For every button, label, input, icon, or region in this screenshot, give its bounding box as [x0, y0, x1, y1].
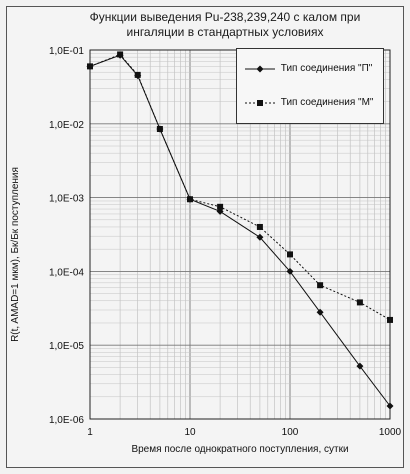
chart-title-line-1: Функции выведения Pu-238,239,240 с калом…: [89, 10, 361, 24]
chart-title: Функции выведения Pu-238,239,240 с калом…: [60, 10, 390, 40]
data-point-square: [134, 71, 141, 78]
x-tick-label: 1: [87, 427, 93, 438]
data-point-square: [256, 223, 263, 230]
data-point-square: [187, 196, 193, 203]
legend-label-m: Тип соединения "М": [280, 97, 374, 108]
x-tick-label: 100: [282, 427, 299, 438]
data-point-diamond: [386, 402, 394, 410]
data-point-diamond: [356, 362, 364, 370]
data-point-diamond: [286, 267, 294, 275]
tick-labels: 1 10 100 1000 1,0E-06 1,0E-05 1,0E-04 1,0E-03 1,…: [49, 46, 402, 438]
x-axis-label: Время после однократного поступления, су…: [131, 444, 348, 455]
y-axis-label: R(t, AMAD=1 мкм), Бк/Бк поступления: [10, 167, 21, 342]
data-point-square: [217, 203, 224, 210]
y-tick-label: 1,0E-01: [49, 46, 84, 57]
legend-marker-diamond: [245, 65, 275, 72]
y-tick-label: 1,0E-05: [49, 341, 84, 352]
data-point-square: [287, 251, 293, 258]
data-point-diamond: [316, 308, 324, 316]
y-tick-label: 1,0E-06: [49, 415, 84, 426]
legend-swatch-m: [245, 98, 275, 108]
y-tick-label: 1,0E-03: [49, 194, 84, 205]
data-point-diamond: [256, 233, 264, 241]
data-point-square: [117, 51, 124, 58]
series-group: [86, 51, 394, 410]
data-point-square: [387, 316, 393, 323]
data-point-square: [156, 126, 163, 133]
data-point-square: [87, 63, 93, 70]
y-tick-label: 1,0E-02: [49, 120, 84, 131]
legend-marker-square: [245, 99, 275, 106]
series-m: [87, 51, 393, 323]
legend-swatch-p: [245, 64, 275, 74]
data-point-square: [317, 282, 324, 289]
legend: Тип соединения "П" Тип соединения "М": [236, 48, 384, 124]
x-tick-label: 10: [184, 427, 196, 438]
x-tick-label: 1000: [379, 427, 402, 438]
y-tick-label: 1,0E-04: [49, 267, 84, 278]
legend-item-p: Тип соединения "П": [245, 63, 372, 75]
legend-item-m: Тип соединения "М": [245, 97, 373, 109]
chart-title-line-2: ингаляции в стандартных условиях: [126, 25, 324, 39]
data-point-square: [356, 299, 363, 306]
legend-label-p: Тип соединения "П": [280, 63, 373, 74]
